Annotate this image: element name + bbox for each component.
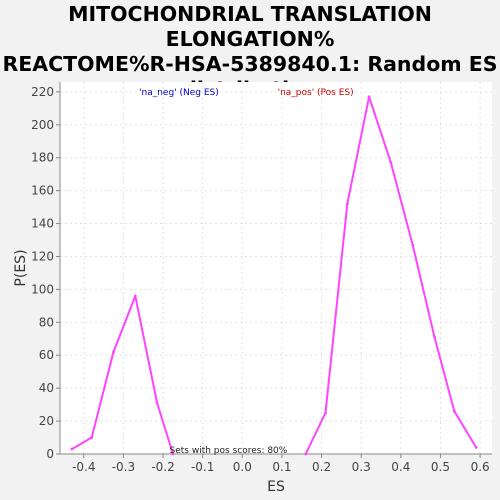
y-tick-label: 220: [31, 85, 54, 99]
x-tick-label: 0.3: [352, 460, 371, 474]
x-tick-label: 0.2: [312, 460, 331, 474]
data-point: [304, 452, 308, 456]
chart-title: MITOCHONDRIAL TRANSLATION ELONGATION% RE…: [2, 2, 498, 101]
pos-scores-annotation: Sets with pos scores: 80%: [170, 446, 288, 456]
plot-area: [60, 82, 492, 454]
x-tick-label: 0.4: [391, 460, 410, 474]
y-tick-label: 120: [31, 249, 54, 263]
grid-lines: [60, 82, 492, 455]
y-tick-label: 140: [31, 217, 54, 231]
es-distribution-line: [71, 295, 174, 455]
y-tick-label: 80: [39, 315, 54, 329]
data-point: [389, 161, 393, 165]
x-tick-label: -0.3: [112, 460, 135, 474]
data-point: [324, 411, 327, 415]
data-point: [171, 452, 175, 456]
data-point: [133, 294, 137, 298]
x-tick-label: 0.0: [233, 460, 252, 474]
y-tick-label: 100: [31, 282, 54, 296]
legend: 'na_neg' (Neg ES) 'na_pos' (Pos ES): [139, 88, 354, 98]
y-tick-label: 60: [39, 348, 54, 362]
data-point: [90, 436, 94, 439]
data-point: [411, 243, 415, 247]
legend-entry: 'na_neg' (Neg ES): [139, 88, 219, 98]
x-tick-label: 0.5: [431, 460, 450, 474]
x-tick-label: -0.1: [191, 460, 214, 474]
data-point: [112, 350, 115, 354]
data-point: [474, 446, 478, 449]
series-lines: [70, 95, 478, 456]
y-tick-label: 200: [31, 118, 54, 132]
x-axis-label: ES: [267, 479, 285, 495]
data-point: [433, 335, 436, 339]
y-axis-label: P(ES): [13, 249, 29, 286]
legend-entry: 'na_pos' (Pos ES): [278, 88, 354, 98]
x-tick-label: -0.4: [72, 460, 95, 474]
y-tick-label: 180: [31, 151, 54, 165]
y-tick-label: 20: [39, 414, 54, 428]
y-tick-label: 0: [46, 447, 54, 461]
data-point: [155, 401, 159, 405]
x-tick-label: 0.1: [272, 460, 291, 474]
data-point: [452, 409, 456, 413]
x-tick-label: -0.2: [151, 460, 174, 474]
x-tick-label: 0.6: [471, 460, 490, 474]
axes: -0.4 -0.3 -0.2 -0.1 0.0 0.1 0.2 0.3 0.4 0.5 0.6 0 20…: [31, 82, 492, 474]
data-point: [70, 447, 74, 451]
y-tick-label: 160: [31, 184, 54, 198]
data-point: [345, 202, 349, 206]
data-point: [367, 95, 371, 99]
y-tick-label: 40: [39, 381, 54, 395]
